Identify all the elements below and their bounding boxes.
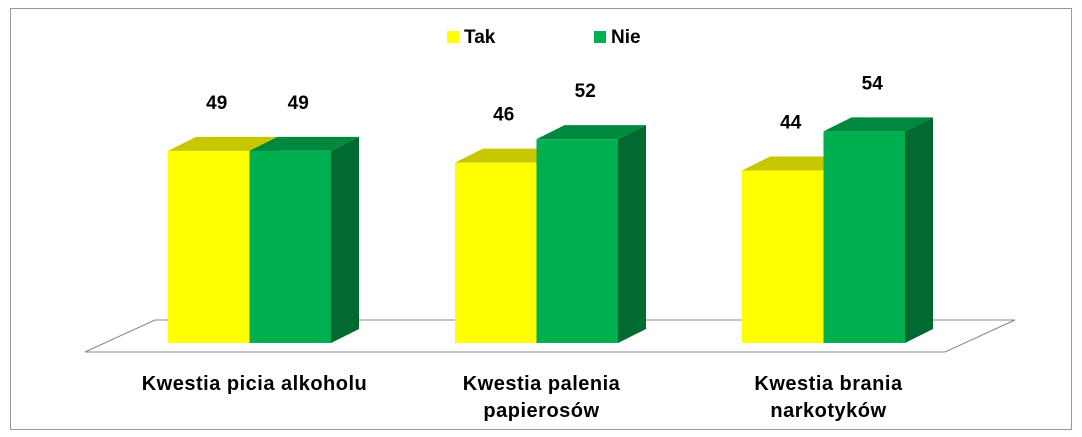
category-label: Kwestia brania narkotyków — [754, 373, 903, 422]
bar — [823, 117, 933, 343]
category-label: Kwestia palenia papierosów — [462, 373, 621, 422]
bar-front — [536, 139, 618, 343]
bar-front — [168, 150, 250, 343]
bar-front — [823, 131, 905, 343]
bar-top — [823, 117, 933, 132]
value-label: 52 — [575, 81, 596, 102]
value-label: 54 — [862, 73, 884, 94]
legend-swatch — [594, 31, 606, 43]
value-label: 49 — [206, 93, 227, 114]
bar-top — [168, 136, 278, 151]
value-label: 49 — [288, 93, 309, 114]
bar-front — [455, 162, 537, 343]
bar-front — [249, 150, 331, 343]
bar-side — [618, 125, 646, 343]
bar — [536, 125, 646, 343]
bar-side — [905, 117, 933, 343]
bar-front — [742, 170, 824, 343]
category-label: Kwestia picia alkoholu — [141, 373, 368, 395]
value-label: 44 — [780, 113, 802, 134]
bar-side — [331, 136, 359, 343]
bar-top — [536, 125, 646, 140]
legend-label: Nie — [611, 27, 641, 48]
legend-swatch — [447, 31, 459, 43]
legend-label: Tak — [464, 27, 496, 48]
bar-top — [249, 136, 359, 151]
bar — [249, 136, 359, 343]
value-label: 46 — [493, 105, 514, 126]
